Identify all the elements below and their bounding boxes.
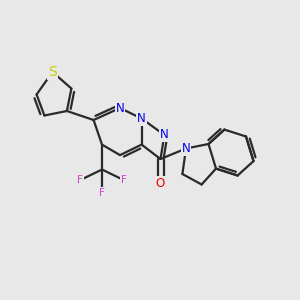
Text: N: N (137, 112, 146, 125)
Text: F: F (121, 175, 127, 185)
Text: O: O (156, 177, 165, 190)
Text: F: F (77, 175, 83, 185)
Text: N: N (160, 128, 169, 142)
Text: N: N (182, 142, 190, 155)
Text: F: F (99, 188, 105, 198)
Text: N: N (116, 101, 124, 115)
Text: S: S (48, 65, 57, 79)
